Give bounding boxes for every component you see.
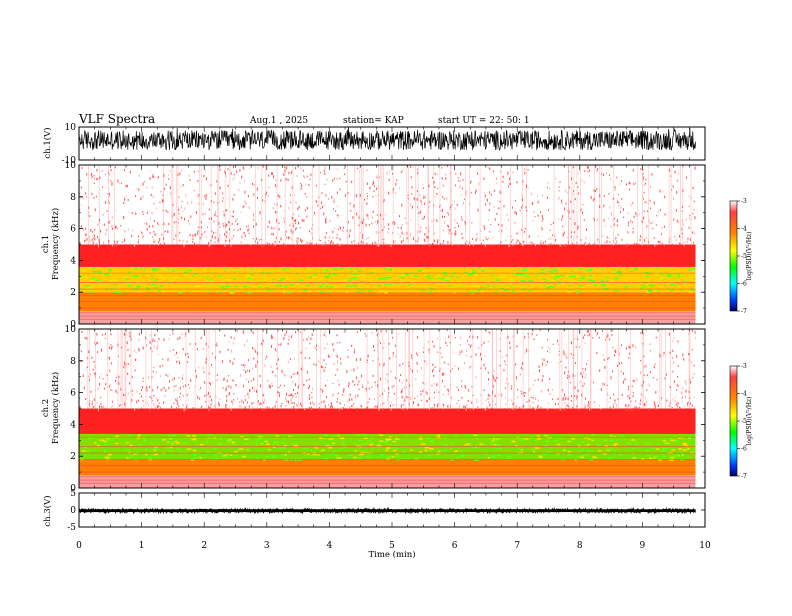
colorbar-tick-label: -3 [741, 363, 747, 370]
ch3-waveform-ytick-label: 0 [70, 506, 76, 516]
header-station: station= KAP [343, 116, 404, 126]
ch1-waveform-ylabel: ch.1(V) [42, 127, 53, 158]
ch1-spectrogram-panel: 0 2 4 6 8 10 [65, 161, 706, 330]
ch3-waveform-ylabel: ch.3(V) [42, 495, 53, 526]
colorbar-tick-label: -4 [741, 391, 747, 398]
ch1-spec-ylabel-line1: ch.1 [41, 235, 51, 253]
time-axis: 0 1 2 3 4 5 6 7 8 9 10 [76, 541, 711, 551]
spectrogram-band [79, 475, 696, 488]
time-axis-label: Time (min) [368, 549, 415, 560]
ch1-spectrogram-ytick-label: 2 [70, 288, 76, 298]
ch1-waveform-ytick-label: 10 [65, 123, 77, 133]
spectrogram-band [79, 165, 696, 245]
ch1-colorbar-label: log(PSD)(V²/Hz) [746, 232, 753, 281]
ch3-waveform-ytick-label: -5 [67, 523, 76, 533]
spectrogram-band [79, 329, 696, 409]
ch1-colorbar: -3 -4 -5 -6 -7 log(PSD)(V²/Hz) [729, 198, 753, 315]
ch1-spectrogram-ytick-label: 8 [70, 193, 76, 203]
colorbar-tick-label: -4 [741, 226, 747, 233]
ch3-trace-band [79, 509, 696, 513]
header-start-ut: start UT = 22: 50: 1 [438, 116, 530, 126]
ch1-spectrogram-ytick-label: 4 [70, 256, 76, 266]
header-date: Aug.1 , 2025 [249, 116, 308, 126]
ch2-colorbar-gradient [729, 365, 738, 477]
spectrogram-band [79, 459, 696, 476]
ch3-waveform-panel: 5 0 -5 [67, 489, 706, 533]
colorbar-tick-label: -7 [741, 473, 747, 480]
ch1-spectrogram-ytick-label: 6 [70, 225, 76, 235]
ch1-waveform-trace [78, 127, 696, 151]
time-tick-label: 0 [76, 541, 82, 551]
ch1-spectrogram-ytick-label: 0 [70, 320, 76, 330]
time-tick-label: 6 [452, 541, 458, 551]
time-tick-label: 4 [327, 541, 333, 551]
ch2-spectrogram-ytick-label: 10 [65, 325, 77, 335]
spectrogram-band [79, 408, 696, 434]
spectrogram-speckle [79, 329, 697, 412]
time-tick-label: 2 [201, 541, 207, 551]
spectrogram-streaks [88, 165, 692, 245]
spectrogram-green-patches [79, 434, 700, 461]
colorbar-tick-label: -5 [741, 253, 747, 260]
colorbar-tick-label: -3 [741, 198, 747, 205]
spectrogram-band [79, 266, 696, 293]
colorbar-tick-label: -5 [741, 418, 747, 425]
ch1-spectrogram-ytick-label: 10 [65, 161, 77, 171]
time-tick-label: 7 [514, 541, 520, 551]
ch2-colorbar: -3 -4 -5 -6 -7 log(PSD)(V²/Hz) [729, 363, 753, 480]
spectrogram-band [79, 244, 696, 267]
spectrogram-band [79, 311, 696, 324]
colorbar-tick-label: -6 [741, 281, 747, 288]
time-tick-label: 5 [389, 541, 395, 551]
ch2-spec-ylabel-line2: Frequency (kHz) [50, 372, 61, 444]
ch3-waveform-ytick-label: 5 [70, 489, 76, 499]
time-tick-label: 1 [139, 541, 145, 551]
spectrogram-lines [79, 430, 696, 484]
ch2-spectrogram-ytick-label: 4 [70, 420, 76, 430]
time-tick-label: 10 [699, 541, 711, 551]
spectrogram-lines [79, 266, 696, 320]
time-tick-label: 9 [640, 541, 646, 551]
spectrogram-streaks [87, 329, 691, 409]
ch1-colorbar-gradient [729, 200, 738, 312]
ch2-spec-ylabel-line1: ch.2 [41, 399, 51, 417]
ch2-spectrogram-ytick-label: 6 [70, 389, 76, 399]
ch2-spectrogram-panel: 0 2 4 6 8 10 [65, 325, 706, 494]
ch1-waveform-ytick-label: -10 [62, 156, 77, 166]
ch2-spectrogram-ytick-label: 2 [70, 452, 76, 462]
colorbar-tick-label: -6 [741, 446, 747, 453]
ch1-waveform-panel: 10 -10 [62, 123, 706, 166]
ch2-spectrogram-ytick-label: 0 [70, 484, 76, 494]
spectrogram-speckle [79, 165, 696, 248]
figure-title: VLF Spectra [78, 112, 155, 126]
time-tick-label: 3 [264, 541, 270, 551]
ch2-spectrogram-ytick-label: 8 [70, 357, 76, 367]
ch2-colorbar-label: log(PSD)(V²/Hz) [746, 397, 753, 446]
time-tick-label: 8 [577, 541, 583, 551]
colorbar-tick-label: -7 [741, 308, 747, 315]
ch1-spec-ylabel-line2: Frequency (kHz) [50, 208, 61, 280]
